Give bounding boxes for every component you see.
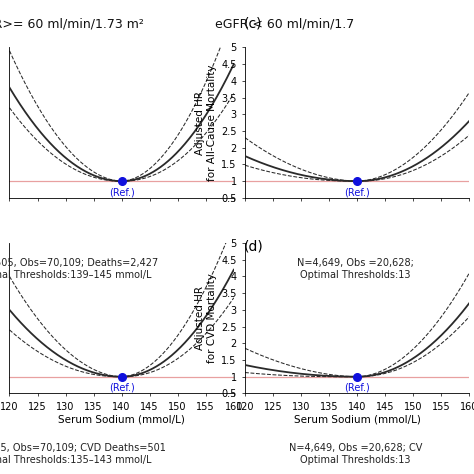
Text: (Ref.): (Ref.) xyxy=(109,383,135,393)
Text: (Ref.): (Ref.) xyxy=(344,383,370,393)
Text: (Ref.): (Ref.) xyxy=(109,187,135,197)
Y-axis label: Adjusted HR
for CVD Mortality: Adjusted HR for CVD Mortality xyxy=(195,273,217,363)
X-axis label: Serum Sodium (mmol/L): Serum Sodium (mmol/L) xyxy=(294,415,420,425)
Text: (d): (d) xyxy=(244,239,264,254)
Text: N=20,505, Obs=70,109; CVD Deaths=501
Optimal Thresholds:135–143 mmol/L: N=20,505, Obs=70,109; CVD Deaths=501 Opt… xyxy=(0,443,166,465)
Text: eGFR < 60 ml/min/1.7: eGFR < 60 ml/min/1.7 xyxy=(215,18,354,31)
X-axis label: Serum Sodium (mmol/L): Serum Sodium (mmol/L) xyxy=(58,415,185,425)
Text: N=4,649, Obs =20,628; CV
Optimal Thresholds:13: N=4,649, Obs =20,628; CV Optimal Thresho… xyxy=(289,443,422,465)
Text: N=4,649, Obs =20,628;
Optimal Thresholds:13: N=4,649, Obs =20,628; Optimal Thresholds… xyxy=(297,258,414,280)
Text: eGFR>= 60 ml/min/1.73 m²: eGFR>= 60 ml/min/1.73 m² xyxy=(0,18,144,31)
Text: (Ref.): (Ref.) xyxy=(344,187,370,197)
Text: (c): (c) xyxy=(244,17,263,31)
Text: N=20,505, Obs=70,109; Deaths=2,427
Optimal Thresholds:139–145 mmol/L: N=20,505, Obs=70,109; Deaths=2,427 Optim… xyxy=(0,258,159,280)
Y-axis label: Adjusted HR
for All-Cause Mortality: Adjusted HR for All-Cause Mortality xyxy=(195,64,217,181)
